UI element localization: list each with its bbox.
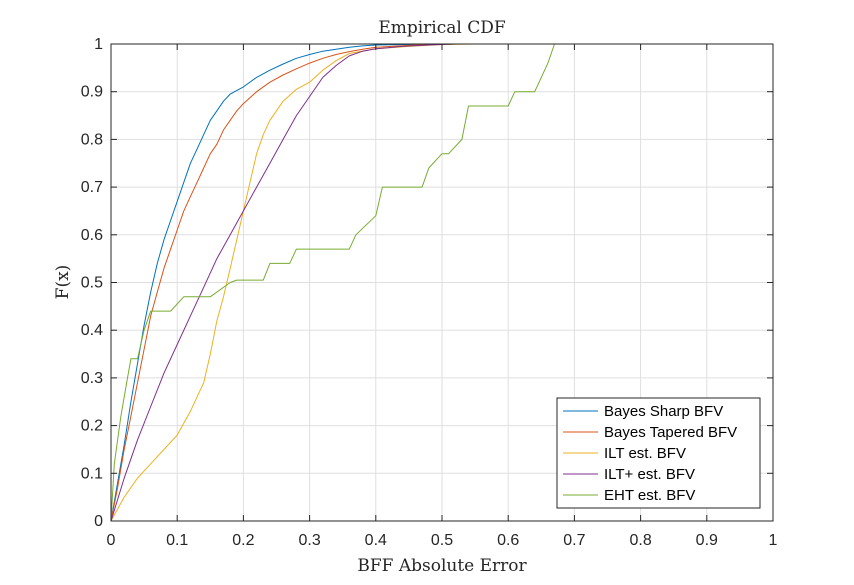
x-tick-label: 0.4 [365,532,387,549]
legend-label-3: ILT est. BFV [604,445,686,462]
x-tick-label: 0.1 [166,532,188,549]
y-tick-label: 0 [94,513,103,530]
series-line-1 [110,43,456,522]
x-tick-label: 1 [769,532,778,549]
x-tick-label: 0.6 [497,532,519,549]
x-tick-label: 0.7 [563,532,585,549]
legend-label-4: ILT+ est. BFV [604,466,695,483]
axis-ticks: 0 0.1 0.2 0.3 0.4 0.5 0.6 0.7 0.8 0.9 1 0 0.1 0.2 0.3 0… [81,36,778,549]
legend-label-2: Bayes Tapered BFV [604,424,737,441]
series-line-5 [110,43,605,522]
legend-label-1: Bayes Sharp BFV [604,403,723,420]
x-tick-label: 0.9 [696,532,718,549]
y-tick-label: 0.5 [81,275,103,292]
y-tick-label: 1 [94,36,103,53]
y-axis-label: F(x) [53,265,73,300]
series-line-4 [110,43,456,522]
y-tick-label: 0.8 [81,131,103,148]
y-tick-label: 0.9 [81,84,103,101]
x-tick-label: 0.3 [298,532,320,549]
y-tick-label: 0.2 [81,418,103,435]
y-tick-label: 0.7 [81,179,103,196]
series-line-3 [110,43,605,522]
x-axis-label: BFF Absolute Error [357,556,527,576]
y-tick-label: 0.3 [81,370,103,387]
x-tick-label: 0.5 [431,532,453,549]
y-tick-label: 0.1 [81,465,103,482]
series-lines [110,43,605,522]
x-tick-label: 0.2 [232,532,254,549]
series-line-2 [110,43,456,522]
chart-title: Empirical CDF [378,18,506,38]
legend-label-5: EHT est. BFV [604,487,695,504]
x-tick-label: 0 [107,532,116,549]
legend: Bayes Sharp BFV Bayes Tapered BFV ILT est.… [556,397,761,509]
y-tick-label: 0.6 [81,227,103,244]
x-tick-label: 0.8 [629,532,651,549]
y-tick-label: 0.4 [81,322,103,339]
